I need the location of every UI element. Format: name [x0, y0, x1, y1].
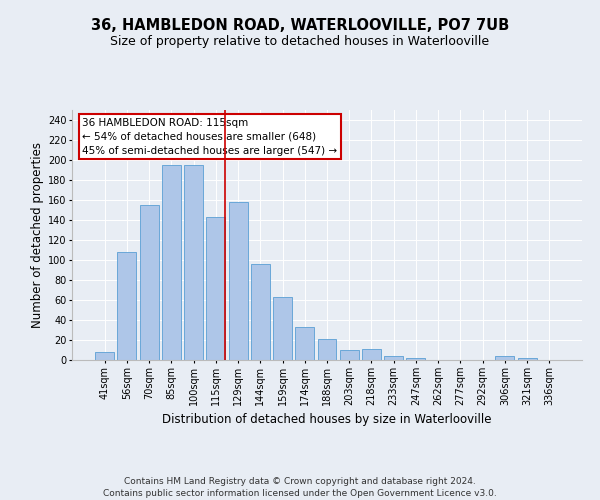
Bar	[406, 358, 425, 360]
Bar	[184, 165, 203, 360]
Bar	[162, 165, 181, 360]
X-axis label: Distribution of detached houses by size in Waterlooville: Distribution of detached houses by size …	[162, 414, 492, 426]
Bar	[295, 327, 314, 360]
Bar	[229, 202, 248, 360]
Bar	[362, 349, 381, 360]
Text: 36, HAMBLEDON ROAD, WATERLOOVILLE, PO7 7UB: 36, HAMBLEDON ROAD, WATERLOOVILLE, PO7 7…	[91, 18, 509, 32]
Bar	[251, 264, 270, 360]
Bar	[340, 350, 359, 360]
Bar	[384, 356, 403, 360]
Bar	[95, 352, 114, 360]
Text: Contains HM Land Registry data © Crown copyright and database right 2024.
Contai: Contains HM Land Registry data © Crown c…	[103, 476, 497, 498]
Bar	[206, 217, 225, 360]
Bar	[317, 339, 337, 360]
Bar	[518, 358, 536, 360]
Y-axis label: Number of detached properties: Number of detached properties	[31, 142, 44, 328]
Text: Size of property relative to detached houses in Waterlooville: Size of property relative to detached ho…	[110, 35, 490, 48]
Bar	[140, 205, 158, 360]
Bar	[496, 356, 514, 360]
Bar	[118, 252, 136, 360]
Text: 36 HAMBLEDON ROAD: 115sqm
← 54% of detached houses are smaller (648)
45% of semi: 36 HAMBLEDON ROAD: 115sqm ← 54% of detac…	[82, 118, 337, 156]
Bar	[273, 297, 292, 360]
